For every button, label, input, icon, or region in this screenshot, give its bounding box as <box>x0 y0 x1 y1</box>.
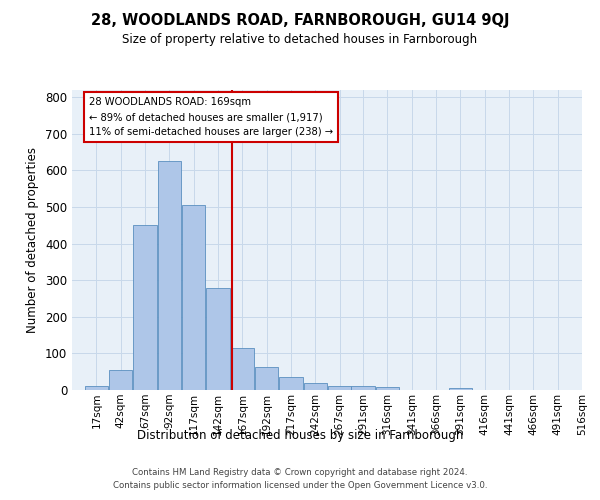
Text: 28, WOODLANDS ROAD, FARNBOROUGH, GU14 9QJ: 28, WOODLANDS ROAD, FARNBOROUGH, GU14 9Q… <box>91 12 509 28</box>
Bar <box>133 226 157 390</box>
Text: Contains HM Land Registry data © Crown copyright and database right 2024.: Contains HM Land Registry data © Crown c… <box>132 468 468 477</box>
Text: 28 WOODLANDS ROAD: 169sqm
← 89% of detached houses are smaller (1,917)
11% of se: 28 WOODLANDS ROAD: 169sqm ← 89% of detac… <box>89 98 333 137</box>
Bar <box>328 386 352 390</box>
Bar <box>206 288 230 390</box>
Bar <box>279 377 303 390</box>
Text: Contains public sector information licensed under the Open Government Licence v3: Contains public sector information licen… <box>113 480 487 490</box>
Text: Distribution of detached houses by size in Farnborough: Distribution of detached houses by size … <box>137 428 463 442</box>
Text: Size of property relative to detached houses in Farnborough: Size of property relative to detached ho… <box>122 32 478 46</box>
Bar <box>304 382 327 390</box>
Bar <box>182 205 205 390</box>
Bar <box>351 386 375 390</box>
Bar <box>376 387 399 390</box>
Bar <box>449 388 472 390</box>
Y-axis label: Number of detached properties: Number of detached properties <box>26 147 40 333</box>
Bar <box>230 348 254 390</box>
Bar <box>158 162 181 390</box>
Bar <box>85 386 108 390</box>
Bar <box>255 368 278 390</box>
Bar <box>109 370 133 390</box>
